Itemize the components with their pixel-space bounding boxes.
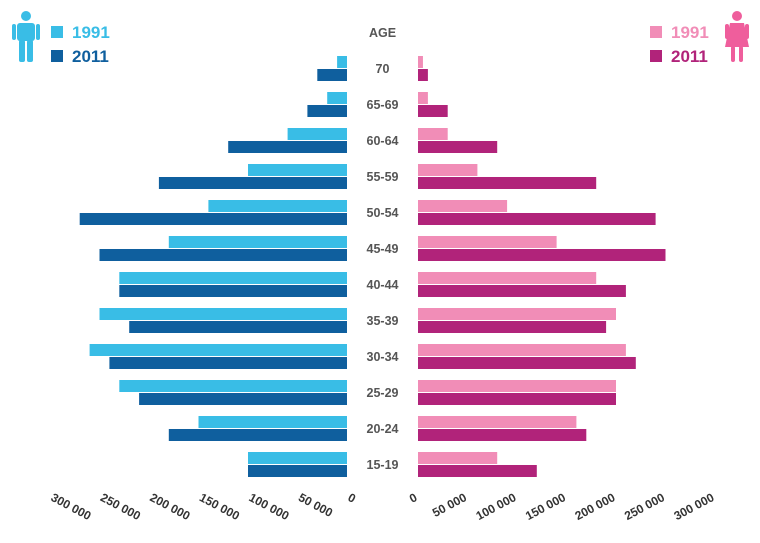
tick-label-left: 150 000 xyxy=(197,490,242,523)
bar-female-2011-55-59 xyxy=(418,177,597,189)
age-label: 15-19 xyxy=(367,458,399,472)
bar-female-2011-25-29 xyxy=(418,393,616,405)
male-figure-icon xyxy=(12,11,40,62)
bar-female-2011-20-24 xyxy=(418,429,587,441)
bar-male-1991-70 xyxy=(337,56,347,68)
bar-male-1991-40-44 xyxy=(119,272,347,284)
tick-label-left: 0 xyxy=(346,490,359,506)
bar-male-2011-65-69 xyxy=(307,105,347,117)
age-label: 70 xyxy=(376,62,390,76)
bar-female-1991-65-69 xyxy=(418,92,428,104)
bar-female-1991-35-39 xyxy=(418,308,616,320)
bar-male-1991-15-19 xyxy=(248,452,347,464)
bar-female-2011-40-44 xyxy=(418,285,626,297)
bar-male-1991-35-39 xyxy=(99,308,347,320)
bar-male-2011-15-19 xyxy=(248,465,347,477)
legend-label-female-1991: 1991 xyxy=(671,23,709,42)
bar-male-2011-40-44 xyxy=(119,285,347,297)
age-label: 40-44 xyxy=(367,278,399,292)
age-label: 45-49 xyxy=(367,242,399,256)
age-label: 20-24 xyxy=(367,422,399,436)
bar-male-2011-45-49 xyxy=(99,249,347,261)
bar-female-2011-45-49 xyxy=(418,249,666,261)
legend-label-male-1991: 1991 xyxy=(72,23,110,42)
age-label: 65-69 xyxy=(367,98,399,112)
tick-label-right: 100 000 xyxy=(474,490,519,523)
tick-label-right: 0 xyxy=(407,490,420,506)
tick-label-right: 200 000 xyxy=(573,490,618,523)
age-label: 35-39 xyxy=(367,314,399,328)
legend-swatch-female-1991 xyxy=(650,26,662,38)
bar-female-1991-70 xyxy=(418,56,423,68)
legend-swatch-male-1991 xyxy=(51,26,63,38)
legend-label-female-2011: 2011 xyxy=(671,47,708,66)
bar-male-2011-25-29 xyxy=(139,393,347,405)
bar-male-2011-55-59 xyxy=(158,177,347,189)
bar-male-1991-50-54 xyxy=(208,200,347,212)
tick-label-right: 250 000 xyxy=(622,490,667,523)
age-label: 25-29 xyxy=(367,386,399,400)
bar-female-2011-50-54 xyxy=(418,213,656,225)
bar-female-2011-15-19 xyxy=(418,465,537,477)
legend-label-male-2011: 2011 xyxy=(72,47,109,66)
legend-swatch-female-2011 xyxy=(650,50,662,62)
tick-label-right: 150 000 xyxy=(523,490,568,523)
bar-male-1991-60-64 xyxy=(287,128,347,140)
tick-label-right: 50 000 xyxy=(430,490,469,520)
bar-female-1991-60-64 xyxy=(418,128,448,140)
bar-female-1991-45-49 xyxy=(418,236,557,248)
age-header: AGE xyxy=(369,26,396,40)
bar-female-2011-60-64 xyxy=(418,141,498,153)
bar-male-1991-30-34 xyxy=(89,344,347,356)
tick-label-right: 300 000 xyxy=(672,490,717,523)
bar-male-2011-30-34 xyxy=(109,357,348,369)
bar-female-1991-40-44 xyxy=(418,272,597,284)
age-label: 60-64 xyxy=(367,134,399,148)
bar-male-2011-20-24 xyxy=(168,429,347,441)
female-figure-icon xyxy=(725,11,749,62)
age-label: 30-34 xyxy=(367,350,399,364)
tick-label-left: 200 000 xyxy=(148,490,193,523)
bar-male-1991-25-29 xyxy=(119,380,347,392)
age-label: 55-59 xyxy=(367,170,399,184)
bar-female-2011-30-34 xyxy=(418,357,636,369)
bar-female-1991-25-29 xyxy=(418,380,616,392)
bar-female-1991-55-59 xyxy=(418,164,478,176)
tick-label-left: 100 000 xyxy=(247,490,292,523)
bar-female-1991-30-34 xyxy=(418,344,626,356)
bar-male-2011-50-54 xyxy=(79,213,347,225)
legend-swatch-male-2011 xyxy=(51,50,63,62)
bar-male-1991-20-24 xyxy=(198,416,347,428)
bar-female-2011-65-69 xyxy=(418,105,448,117)
bar-male-1991-65-69 xyxy=(327,92,347,104)
bar-female-2011-70 xyxy=(418,69,428,81)
bar-male-2011-60-64 xyxy=(228,141,347,153)
bar-male-2011-70 xyxy=(317,69,347,81)
bar-male-1991-55-59 xyxy=(248,164,347,176)
bar-male-1991-45-49 xyxy=(168,236,347,248)
tick-label-left: 50 000 xyxy=(296,490,335,520)
bar-female-1991-20-24 xyxy=(418,416,577,428)
bar-male-2011-35-39 xyxy=(129,321,347,333)
age-label: 50-54 xyxy=(367,206,399,220)
bar-female-2011-35-39 xyxy=(418,321,607,333)
bar-female-1991-50-54 xyxy=(418,200,508,212)
tick-label-left: 300 000 xyxy=(49,490,94,523)
tick-label-left: 250 000 xyxy=(98,490,143,523)
bar-female-1991-15-19 xyxy=(418,452,498,464)
